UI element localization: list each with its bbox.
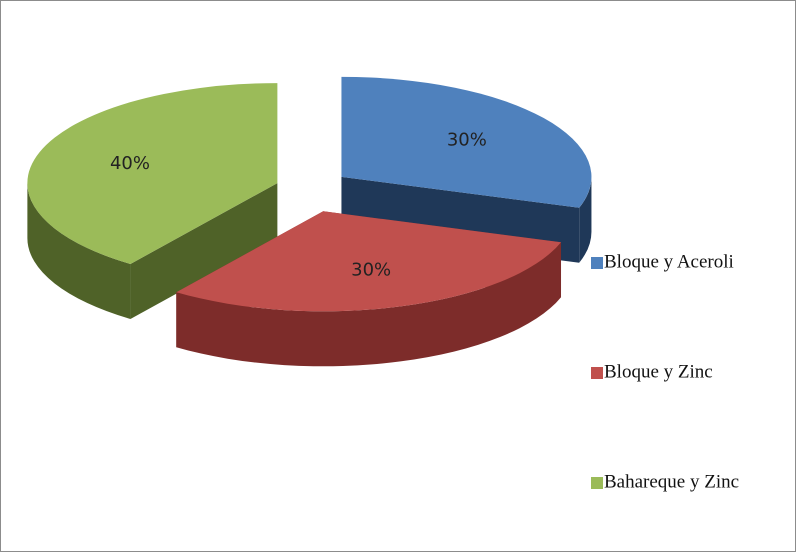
slice-side	[176, 242, 562, 367]
slice-side	[27, 183, 131, 319]
slice-side	[579, 176, 592, 263]
legend-swatch	[591, 477, 603, 489]
legend-label: Bloque y Aceroli	[604, 251, 734, 272]
slice	[27, 83, 278, 264]
legend-label: Bahareque y Zinc	[604, 471, 739, 492]
legend-label: Bloque y Zinc	[604, 361, 713, 382]
legend-swatch	[591, 367, 603, 379]
slice-side	[130, 183, 278, 319]
data-label: 30%	[351, 259, 391, 280]
data-label: 40%	[110, 153, 150, 174]
data-label: 30%	[447, 129, 487, 150]
slice	[341, 76, 592, 208]
legend-swatch	[591, 257, 603, 269]
slice	[176, 211, 562, 312]
